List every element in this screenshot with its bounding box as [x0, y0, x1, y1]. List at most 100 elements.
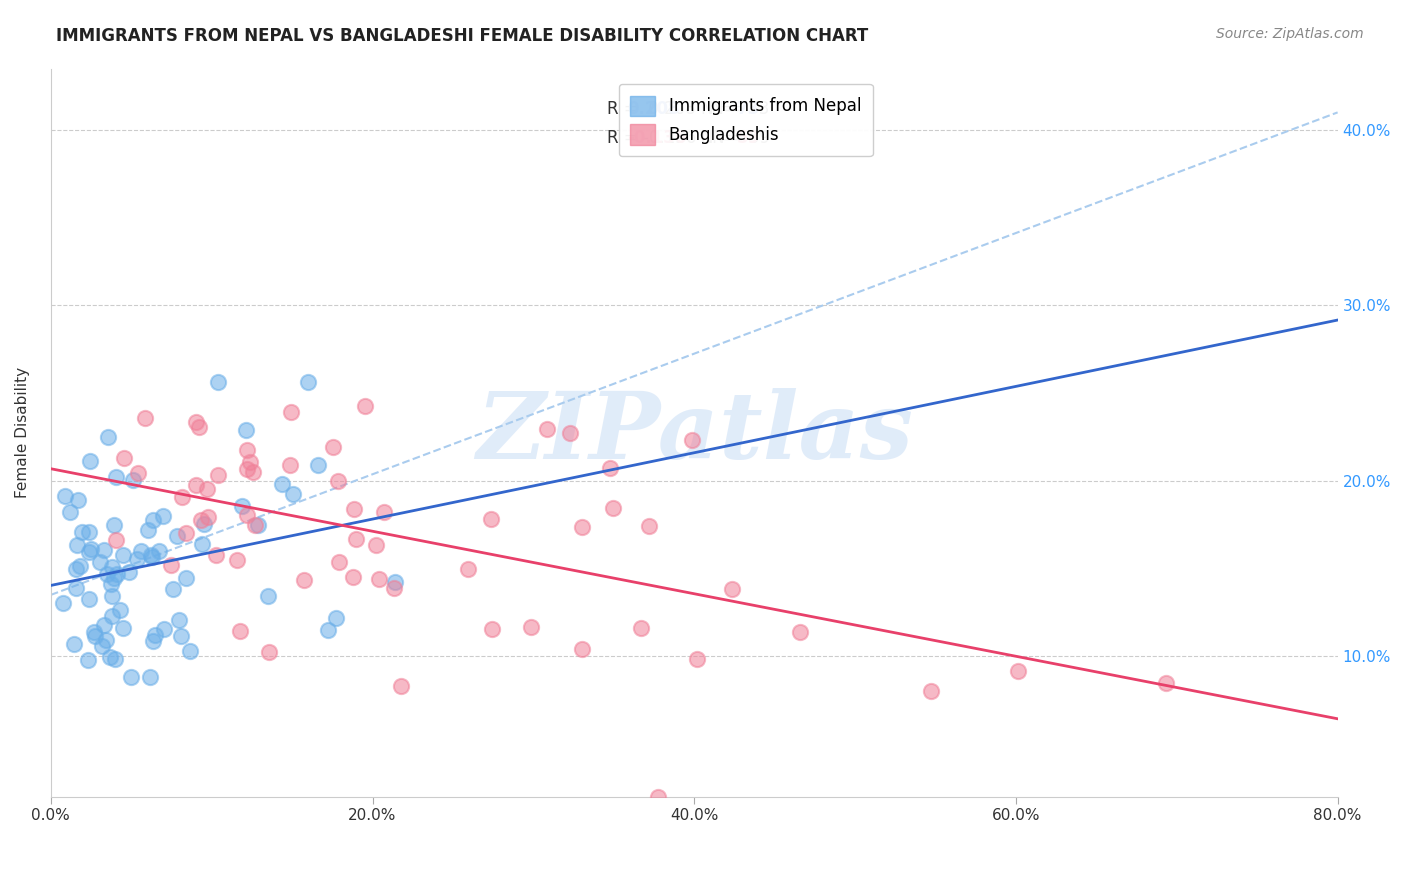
Point: [96, 566, 118, 581]
Point: [79, 542, 101, 557]
Point: [280, 405, 302, 419]
Point: [328, 556, 350, 570]
Point: [111, 548, 134, 562]
Point: [720, 582, 742, 596]
Text: 73: 73: [737, 100, 761, 118]
Point: [59, 506, 82, 520]
Point: [235, 442, 257, 457]
Point: [143, 627, 166, 641]
Point: [77, 545, 100, 559]
Point: [316, 623, 339, 637]
Point: [342, 570, 364, 584]
Point: [479, 512, 502, 526]
Point: [481, 622, 503, 636]
Point: [174, 525, 197, 540]
Point: [326, 475, 349, 489]
Point: [343, 502, 366, 516]
Point: [647, 789, 669, 804]
Point: [53, 490, 76, 504]
Point: [292, 573, 315, 587]
Point: [89, 555, 111, 569]
Point: [112, 450, 135, 465]
Text: R = -0.136   N = 59: R = -0.136 N = 59: [607, 128, 769, 146]
Point: [187, 420, 209, 434]
Point: [101, 609, 124, 624]
Point: [120, 670, 142, 684]
Text: 59: 59: [737, 128, 759, 146]
Point: [602, 501, 624, 516]
Point: [108, 603, 131, 617]
Point: [167, 613, 190, 627]
Point: [105, 566, 128, 581]
Text: R =  0.208   N = 73: R = 0.208 N = 73: [607, 100, 769, 118]
Point: [101, 560, 124, 574]
Point: [66, 493, 89, 508]
Point: [242, 466, 264, 480]
Point: [373, 505, 395, 519]
Point: [382, 581, 405, 595]
Point: [236, 508, 259, 522]
Point: [103, 517, 125, 532]
Point: [599, 461, 621, 475]
Point: [83, 624, 105, 639]
Point: [69, 558, 91, 573]
Point: [142, 513, 165, 527]
Point: [520, 620, 543, 634]
Point: [322, 440, 344, 454]
Point: [789, 625, 811, 640]
Point: [239, 455, 262, 469]
Point: [191, 537, 214, 551]
Point: [148, 543, 170, 558]
Point: [1007, 664, 1029, 678]
Point: [190, 513, 212, 527]
Point: [100, 650, 122, 665]
Point: [197, 510, 219, 524]
Point: [66, 538, 89, 552]
Point: [79, 454, 101, 468]
Point: [630, 621, 652, 635]
Point: [235, 423, 257, 437]
Point: [207, 375, 229, 389]
Text: 0.208: 0.208: [627, 100, 681, 118]
Point: [176, 571, 198, 585]
Point: [184, 477, 207, 491]
Point: [389, 679, 412, 693]
Point: [236, 462, 259, 476]
Text: ZIPatlas: ZIPatlas: [475, 388, 912, 477]
Point: [104, 652, 127, 666]
Point: [536, 422, 558, 436]
Point: [229, 624, 252, 639]
Text: -0.136: -0.136: [627, 128, 686, 146]
Point: [325, 610, 347, 624]
Point: [920, 683, 942, 698]
Point: [278, 458, 301, 472]
Point: [195, 482, 218, 496]
Point: [93, 618, 115, 632]
Point: [1154, 676, 1177, 690]
Point: [96, 633, 118, 648]
Point: [172, 491, 194, 505]
Point: [308, 458, 330, 472]
Point: [637, 519, 659, 533]
Point: [270, 477, 292, 491]
Point: [257, 590, 280, 604]
Point: [121, 474, 143, 488]
Point: [90, 639, 112, 653]
Point: [103, 571, 125, 585]
Point: [297, 375, 319, 389]
Point: [142, 633, 165, 648]
Point: [457, 561, 479, 575]
Point: [65, 581, 87, 595]
Point: [193, 516, 215, 531]
Point: [243, 518, 266, 533]
Point: [105, 533, 128, 548]
Point: [162, 582, 184, 596]
Point: [100, 577, 122, 591]
Point: [204, 548, 226, 562]
Legend: Immigrants from Nepal, Bangladeshis: Immigrants from Nepal, Bangladeshis: [619, 84, 873, 156]
Point: [364, 538, 387, 552]
Point: [571, 520, 593, 534]
Point: [558, 426, 581, 441]
Point: [104, 470, 127, 484]
Point: [179, 643, 201, 657]
